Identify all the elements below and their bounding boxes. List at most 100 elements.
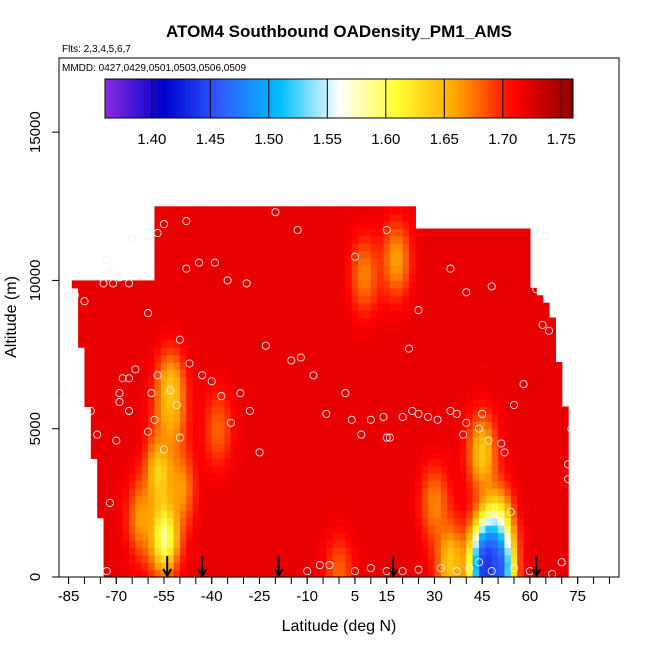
heatmap-cell [199, 369, 206, 378]
heatmap-cell [421, 369, 429, 378]
heatmap-cell [109, 428, 117, 437]
heatmap-cell [154, 495, 162, 504]
heatmap-cell [479, 228, 486, 237]
heatmap-cell [256, 384, 264, 393]
heatmap-cell [103, 458, 111, 467]
heatmap-cell [517, 510, 525, 519]
heatmap-cell [402, 488, 410, 497]
heatmap-cell [167, 280, 175, 289]
heatmap-cell [243, 206, 251, 215]
heatmap-cell [377, 332, 385, 341]
heatmap-cell [517, 369, 525, 378]
heatmap-cell [339, 206, 346, 215]
heatmap-cell [345, 443, 353, 452]
heatmap-cell [249, 302, 257, 311]
heatmap-cell [148, 280, 156, 289]
heatmap-cell [199, 532, 206, 541]
heatmap-cell [377, 488, 385, 497]
heatmap-cell [472, 228, 480, 237]
heatmap-cell [288, 488, 296, 497]
heatmap-cell [498, 510, 506, 519]
heatmap-cell [339, 406, 346, 415]
heatmap-cell [237, 569, 245, 578]
heatmap-cell [396, 547, 404, 556]
heatmap-cell [453, 436, 461, 445]
heatmap-cell [370, 569, 378, 578]
heatmap-cell [205, 258, 213, 267]
heatmap-cell [179, 562, 187, 571]
heatmap-cell [523, 391, 531, 400]
heatmap-cell [555, 458, 563, 467]
observation-point [64, 291, 73, 300]
heatmap-cell [339, 465, 346, 474]
heatmap-cell [249, 347, 257, 356]
heatmap-cell [498, 265, 506, 274]
heatmap-cell [135, 428, 143, 437]
heatmap-cell [205, 354, 213, 363]
heatmap-cell [332, 502, 340, 511]
heatmap-cell [141, 465, 149, 474]
heatmap-cell [370, 206, 378, 215]
heatmap-cell [84, 361, 92, 370]
heatmap-cell [167, 235, 175, 244]
heatmap-cell [109, 473, 117, 482]
heatmap-cell [224, 265, 232, 274]
heatmap-cell [269, 235, 276, 244]
heatmap-cell [440, 569, 448, 578]
heatmap-cell [205, 532, 213, 541]
y-tick-label: 0 [27, 573, 44, 581]
heatmap-cell [504, 295, 512, 304]
heatmap-cell [504, 265, 512, 274]
heatmap-cell [269, 502, 276, 511]
heatmap-cell [561, 525, 569, 534]
heatmap-cell [319, 273, 327, 282]
heatmap-cell [364, 569, 372, 578]
heatmap-cell [383, 302, 391, 311]
heatmap-cell [491, 376, 499, 385]
heatmap-cell [383, 280, 391, 289]
heatmap-cell [109, 413, 117, 422]
heatmap-cell [561, 502, 569, 511]
heatmap-cell [205, 554, 213, 563]
heatmap-cell [415, 339, 423, 348]
heatmap-cell [173, 273, 181, 282]
heatmap-cell [307, 406, 315, 415]
heatmap-cell [447, 369, 455, 378]
heatmap-cell [472, 569, 480, 578]
heatmap-cell [428, 480, 436, 489]
heatmap-cell [434, 517, 442, 526]
heatmap-cell [288, 502, 296, 511]
heatmap-cell [122, 354, 130, 363]
heatmap-cell [199, 406, 206, 415]
heatmap-cell [294, 399, 302, 408]
heatmap-cell [135, 517, 143, 526]
heatmap-cell [148, 554, 156, 563]
heatmap-cell [555, 532, 563, 541]
heatmap-cell [358, 258, 366, 267]
heatmap-cell [256, 250, 264, 259]
heatmap-cell [383, 495, 391, 504]
heatmap-cell [396, 554, 404, 563]
heatmap-cell [453, 562, 461, 571]
heatmap-cell [307, 295, 315, 304]
heatmap-cell [269, 258, 276, 267]
heatmap-cell [332, 458, 340, 467]
heatmap-cell [434, 347, 442, 356]
heatmap-cell [211, 480, 219, 489]
heatmap-cell [135, 347, 143, 356]
heatmap-cell [300, 369, 308, 378]
heatmap-cell [447, 532, 455, 541]
heatmap-cell [243, 302, 251, 311]
heatmap-cell [103, 317, 111, 326]
heatmap-cell [160, 265, 168, 274]
colorbar-tick-label: 1.50 [254, 131, 283, 148]
heatmap-cell [294, 250, 302, 259]
observation-point [70, 291, 79, 300]
heatmap-cell [510, 532, 518, 541]
heatmap-cell [428, 295, 436, 304]
heatmap-cell [510, 347, 518, 356]
heatmap-cell [167, 250, 175, 259]
heatmap-cell [262, 480, 270, 489]
heatmap-cell [421, 361, 429, 370]
heatmap-cell [319, 302, 327, 311]
